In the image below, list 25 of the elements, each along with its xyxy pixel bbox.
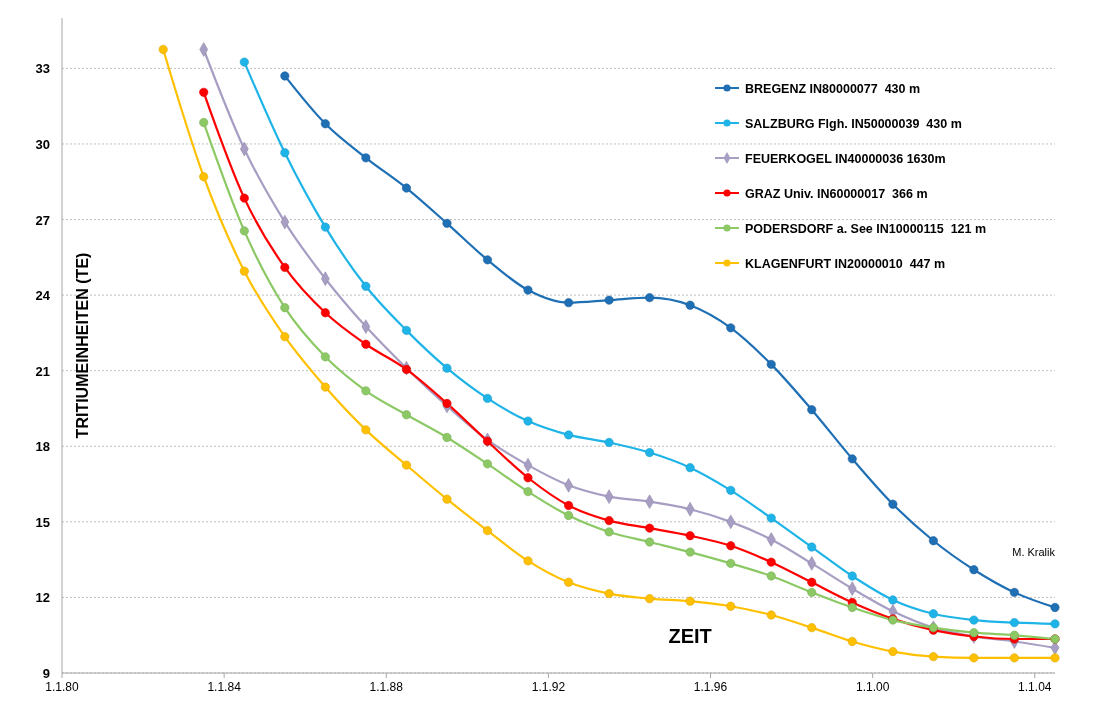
legend-label: PODERSDORF a. See IN10000115 121 m [745,221,987,236]
y-tick-label: 18 [35,439,50,455]
y-tick-label: 9 [42,666,50,681]
x-tick-label: 1.1.04 [1018,680,1052,694]
x-axis-title: ZEIT [668,625,712,647]
legend-label: SALZBURG Flgh. IN50000039 430 m [745,116,962,131]
y-tick-label: 12 [35,590,50,606]
y-tick-label: 33 [35,61,50,77]
y-tick-label: 15 [35,514,50,530]
x-tick-label: 1.1.84 [207,680,242,694]
x-tick-label: 1.1.96 [693,680,728,694]
y-tick-label: 24 [35,288,51,304]
y-tick-label: 27 [35,212,50,228]
y-tick-label: 30 [35,136,50,152]
x-tick-label: 1.1.80 [45,680,79,694]
x-tick-label: 1.1.00 [855,680,890,694]
x-tick-label: 1.1.88 [369,680,404,694]
legend-label: GRAZ Univ. IN60000017 366 m [745,186,928,201]
legend-label: BREGENZ IN80000077 430 m [745,81,921,96]
legend-label: FEUERKOGEL IN40000036 1630m [745,151,946,166]
y-axis-title: TRITIUMEINHEITEN (TE) [74,252,91,439]
x-tick-label: 1.1.92 [531,680,566,694]
annotation: M. Kralik [1012,546,1056,559]
legend-label: KLAGENFURT IN20000010 447 m [745,256,946,271]
y-tick-label: 21 [35,363,50,379]
